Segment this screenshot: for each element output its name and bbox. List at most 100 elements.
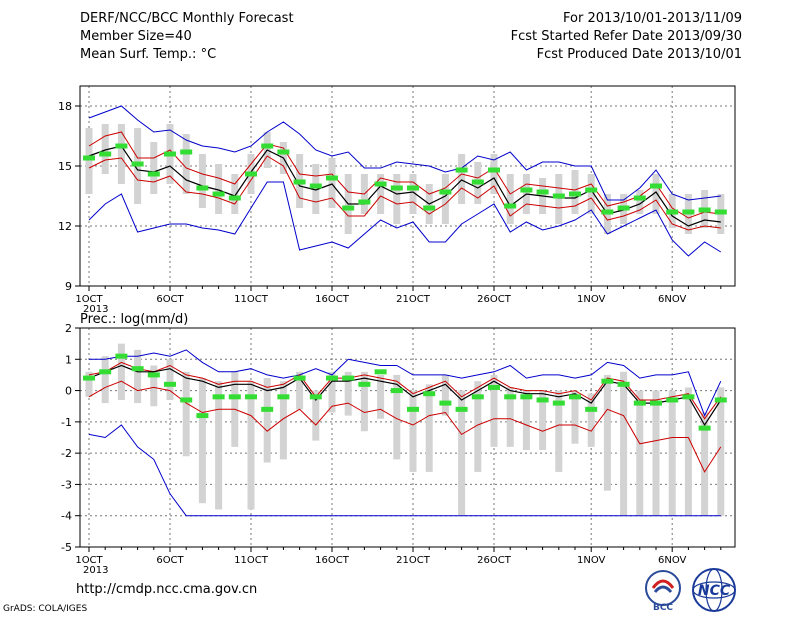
prec-spread-box-35 [636,390,644,516]
prec-spread-box-12 [263,378,271,463]
prec-spread-box-5 [150,365,158,407]
temp-spread-box-2 [101,124,109,174]
temp-ytick-label-0: 9 [65,280,72,293]
temp-xtick-label-4: 21OCT [396,294,431,305]
prec-spread-box-18 [360,371,368,432]
prec-median-mark-29 [536,397,549,403]
chart-title: DERF/NCC/BCC Monthly Forecast [80,11,294,26]
temp-median-mark-18 [358,199,371,205]
prec-spread-box-19 [377,374,385,419]
temp-spread-box-1 [85,128,93,194]
prec-spread-box-11 [247,381,255,510]
temp-median-mark-14 [293,179,306,185]
prec-median-mark-28 [520,394,533,400]
temp-spread-box-5 [150,142,158,194]
prec-median-mark-36 [650,400,662,406]
temp-spread-box-23 [441,174,449,224]
prec-upper-line [88,361,722,420]
prec-median-mark-10 [228,394,241,400]
temp-xtick-label-0: 1OCT [75,294,103,305]
temp-median-mark-5 [147,171,160,177]
prec-xtick-label-5: 26OCT [477,555,512,566]
temp-spread-box-3 [117,124,125,184]
temp-median-mark-32 [585,187,598,193]
prec-spread-box-39 [701,412,709,516]
prec-median-mark-23 [439,400,452,406]
temp-plot-frame [79,85,736,287]
temp-median-mark-15 [309,183,322,189]
prec-median-mark-37 [666,397,679,403]
prec-spread-box-29 [539,390,547,451]
temp-spread-box-35 [636,190,644,214]
temp-spread-box-8 [198,154,206,208]
prec-lower-line [88,380,722,473]
prec-median-mark-3 [115,353,128,359]
temp-median-mark-11 [245,171,257,177]
temp-median-mark-31 [569,191,581,197]
temp-median-mark-33 [601,209,614,215]
prec-median-mark-18 [358,381,371,387]
temp-max-line [88,105,721,201]
forecast-produced-date: Fcst Produced Date 2013/10/01 [536,47,742,62]
prec-median-mark-11 [245,394,257,400]
temp-median-mark-2 [99,151,112,157]
temp-min-line [88,181,722,257]
footer-url[interactable]: http://cmdp.ncc.cma.gov.cn [76,582,258,597]
temp-xtick-label-3: 16OCT [315,294,350,305]
prec-spread-box-6 [166,359,174,400]
prec-median-mark-24 [455,406,468,412]
temp-upper-line [88,131,721,219]
prec-median-mark-7 [180,397,193,403]
prec-spread-box-33 [603,374,611,491]
prec-median-mark-9 [212,394,225,400]
temp-spread-box-27 [506,174,514,224]
prec-spread-box-9 [215,381,223,510]
temp-median-mark-21 [407,185,419,191]
temp-xtick-label-1: 6OCT [156,294,184,305]
prec-spread-box-4 [134,349,142,404]
temp-median-mark-8 [196,185,209,191]
temp-spread-box-15 [312,164,320,214]
prec-median-mark-6 [164,381,176,387]
ncc-logo: NCC [690,566,738,614]
prec-median-mark-33 [601,378,614,384]
prec-spread-box-28 [522,390,530,451]
temp-xtick-label-2: 11OCT [234,294,269,305]
temp-median-mark-35 [633,195,646,201]
forecast-period: For 2013/10/01-2013/11/09 [563,11,742,26]
prec-spread-box-8 [198,378,206,504]
temp-median-mark-36 [650,183,662,189]
member-size: Member Size=40 [80,29,192,44]
temp-spread-box-10 [231,174,239,214]
temp-median-mark-1 [83,155,95,161]
temp-ytick-label-1: 12 [58,220,72,233]
prec-xtick-label-2: 11OCT [234,555,269,566]
prec-spread-box-17 [344,371,352,416]
temp-lower-line [88,155,721,231]
temp-spread-box-19 [377,174,385,214]
temp-spread-box-36 [652,174,660,214]
prec-spread-box-23 [441,374,449,416]
prec-plot-frame [79,327,736,548]
forecast-started-date: Fcst Started Refer Date 2013/09/30 [510,29,742,44]
prec-median-mark-25 [471,394,484,400]
temp-median-mark-28 [520,187,533,193]
prec-median-mark-14 [293,375,306,381]
prec-ytick-label-3: -2 [61,447,72,460]
prec-ytick-label-2: -3 [61,478,72,491]
prec-xtick-label-7: 6NOV [658,555,687,566]
temp-spread-box-24 [458,154,466,204]
prec-spread-box-3 [117,343,125,400]
prec-median-mark-30 [552,400,565,406]
temp-median-mark-37 [666,209,679,215]
temp-median-mark-3 [115,143,128,149]
prec-spread-box-7 [182,371,190,457]
prec-spread-box-30 [555,390,563,472]
temp-median-mark-17 [342,205,355,211]
temp-median-mark-19 [374,181,387,187]
variable-label: Mean Surf. Temp.: °C [80,47,217,62]
temp-median-mark-23 [439,189,452,195]
prec-xtick-label-3: 16OCT [315,555,350,566]
